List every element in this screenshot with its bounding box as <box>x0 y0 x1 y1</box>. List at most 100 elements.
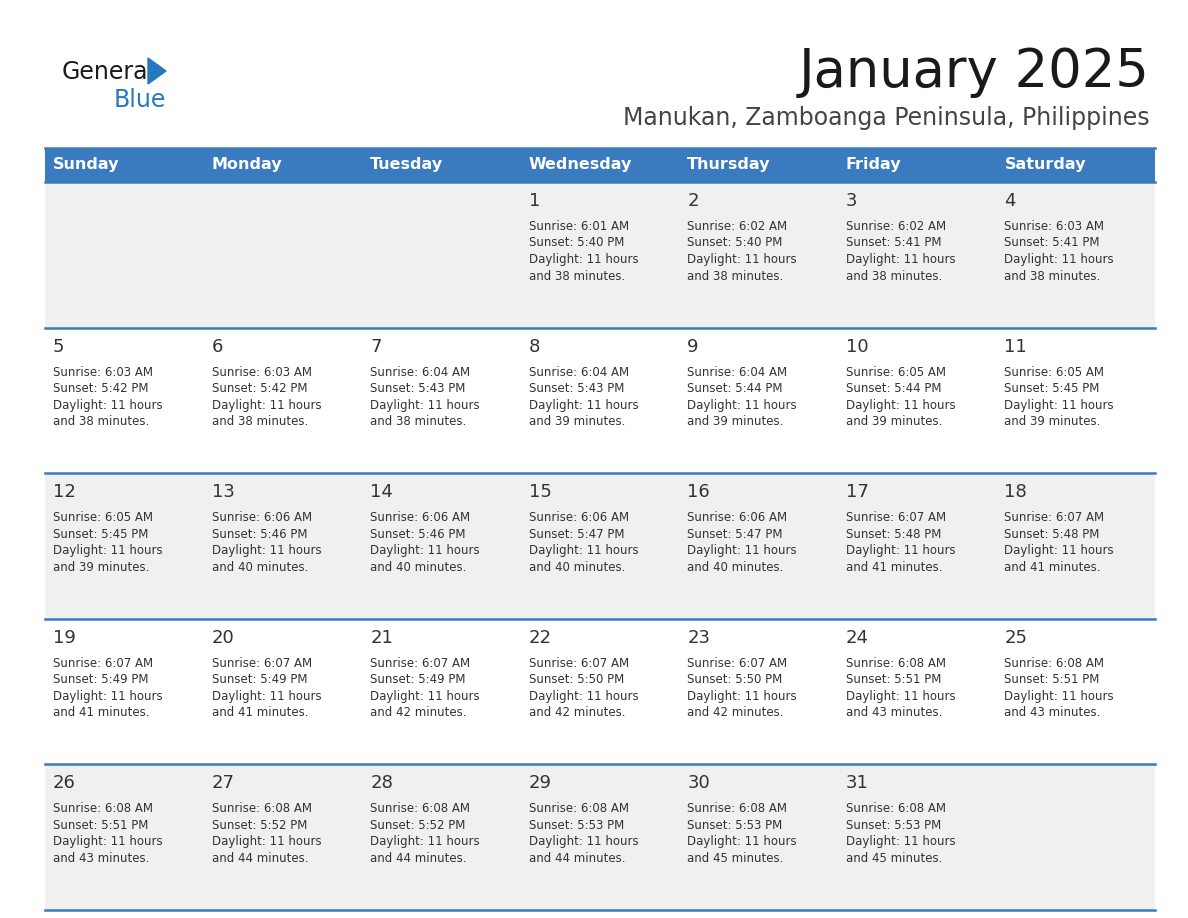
Text: Sunrise: 6:08 AM: Sunrise: 6:08 AM <box>846 802 946 815</box>
Text: Sunrise: 6:06 AM: Sunrise: 6:06 AM <box>211 511 311 524</box>
Text: and 41 minutes.: and 41 minutes. <box>1004 561 1101 574</box>
Text: and 39 minutes.: and 39 minutes. <box>1004 415 1101 428</box>
Text: 15: 15 <box>529 483 551 501</box>
Text: Sunset: 5:44 PM: Sunset: 5:44 PM <box>846 382 941 395</box>
Text: Sunset: 5:46 PM: Sunset: 5:46 PM <box>211 528 307 541</box>
Text: Friday: Friday <box>846 158 902 173</box>
Text: Sunrise: 6:08 AM: Sunrise: 6:08 AM <box>846 656 946 670</box>
Text: Daylight: 11 hours: Daylight: 11 hours <box>371 398 480 411</box>
Text: 23: 23 <box>688 629 710 647</box>
Text: Sunrise: 6:02 AM: Sunrise: 6:02 AM <box>688 220 788 233</box>
Text: Daylight: 11 hours: Daylight: 11 hours <box>688 689 797 703</box>
Text: Sunset: 5:40 PM: Sunset: 5:40 PM <box>529 237 624 250</box>
Bar <box>520 328 680 473</box>
Text: and 42 minutes.: and 42 minutes. <box>688 706 784 720</box>
Text: Sunrise: 6:05 AM: Sunrise: 6:05 AM <box>1004 365 1105 378</box>
Text: Daylight: 11 hours: Daylight: 11 hours <box>529 689 638 703</box>
Bar <box>680 182 838 328</box>
Text: and 40 minutes.: and 40 minutes. <box>529 561 625 574</box>
Bar <box>838 765 997 910</box>
Text: Sunrise: 6:03 AM: Sunrise: 6:03 AM <box>211 365 311 378</box>
Text: Sunrise: 6:03 AM: Sunrise: 6:03 AM <box>1004 220 1105 233</box>
Text: Daylight: 11 hours: Daylight: 11 hours <box>846 253 955 266</box>
Text: 28: 28 <box>371 775 393 792</box>
Text: Daylight: 11 hours: Daylight: 11 hours <box>688 253 797 266</box>
Text: and 41 minutes.: and 41 minutes. <box>211 706 308 720</box>
Text: Daylight: 11 hours: Daylight: 11 hours <box>688 398 797 411</box>
Bar <box>838 148 997 182</box>
Bar <box>362 619 520 765</box>
Text: Tuesday: Tuesday <box>371 158 443 173</box>
Text: Sunrise: 6:02 AM: Sunrise: 6:02 AM <box>846 220 946 233</box>
Text: and 39 minutes.: and 39 minutes. <box>529 415 625 428</box>
Bar <box>997 619 1155 765</box>
Text: Sunset: 5:42 PM: Sunset: 5:42 PM <box>53 382 148 395</box>
Text: Daylight: 11 hours: Daylight: 11 hours <box>53 835 163 848</box>
Text: Sunrise: 6:07 AM: Sunrise: 6:07 AM <box>371 656 470 670</box>
Text: and 42 minutes.: and 42 minutes. <box>371 706 467 720</box>
Text: 10: 10 <box>846 338 868 355</box>
Text: 4: 4 <box>1004 192 1016 210</box>
Text: Daylight: 11 hours: Daylight: 11 hours <box>1004 689 1114 703</box>
Bar <box>203 765 362 910</box>
Text: and 38 minutes.: and 38 minutes. <box>688 270 784 283</box>
Text: Sunset: 5:43 PM: Sunset: 5:43 PM <box>371 382 466 395</box>
Text: Sunset: 5:48 PM: Sunset: 5:48 PM <box>846 528 941 541</box>
Text: 14: 14 <box>371 483 393 501</box>
Text: Daylight: 11 hours: Daylight: 11 hours <box>371 689 480 703</box>
Text: Daylight: 11 hours: Daylight: 11 hours <box>688 835 797 848</box>
Text: 24: 24 <box>846 629 868 647</box>
Bar <box>520 182 680 328</box>
Text: and 43 minutes.: and 43 minutes. <box>846 706 942 720</box>
Bar <box>362 148 520 182</box>
Text: and 42 minutes.: and 42 minutes. <box>529 706 625 720</box>
Text: and 39 minutes.: and 39 minutes. <box>688 415 784 428</box>
Bar <box>362 328 520 473</box>
Text: 22: 22 <box>529 629 551 647</box>
Text: Sunset: 5:53 PM: Sunset: 5:53 PM <box>529 819 624 832</box>
Bar <box>45 473 203 619</box>
Bar <box>680 619 838 765</box>
Bar <box>203 619 362 765</box>
Text: Sunset: 5:41 PM: Sunset: 5:41 PM <box>1004 237 1100 250</box>
Bar <box>680 765 838 910</box>
Text: Sunrise: 6:07 AM: Sunrise: 6:07 AM <box>846 511 946 524</box>
Text: 9: 9 <box>688 338 699 355</box>
Text: Sunset: 5:44 PM: Sunset: 5:44 PM <box>688 382 783 395</box>
Text: and 38 minutes.: and 38 minutes. <box>1004 270 1100 283</box>
Text: Daylight: 11 hours: Daylight: 11 hours <box>53 544 163 557</box>
Text: 21: 21 <box>371 629 393 647</box>
Bar <box>838 182 997 328</box>
Text: Sunday: Sunday <box>53 158 120 173</box>
Text: and 38 minutes.: and 38 minutes. <box>371 415 467 428</box>
Bar <box>838 328 997 473</box>
Bar <box>362 765 520 910</box>
Text: Daylight: 11 hours: Daylight: 11 hours <box>371 544 480 557</box>
Text: General: General <box>62 60 156 84</box>
Text: Sunset: 5:53 PM: Sunset: 5:53 PM <box>846 819 941 832</box>
Bar <box>520 619 680 765</box>
Text: 19: 19 <box>53 629 76 647</box>
Text: Sunrise: 6:07 AM: Sunrise: 6:07 AM <box>53 656 153 670</box>
Text: Sunrise: 6:08 AM: Sunrise: 6:08 AM <box>53 802 153 815</box>
Text: 18: 18 <box>1004 483 1028 501</box>
Bar <box>45 328 203 473</box>
Text: Sunrise: 6:07 AM: Sunrise: 6:07 AM <box>688 656 788 670</box>
Text: and 38 minutes.: and 38 minutes. <box>529 270 625 283</box>
Bar <box>203 182 362 328</box>
Text: and 40 minutes.: and 40 minutes. <box>211 561 308 574</box>
Text: Sunrise: 6:04 AM: Sunrise: 6:04 AM <box>529 365 628 378</box>
Text: Sunrise: 6:04 AM: Sunrise: 6:04 AM <box>688 365 788 378</box>
Text: Sunset: 5:42 PM: Sunset: 5:42 PM <box>211 382 307 395</box>
Text: 30: 30 <box>688 775 710 792</box>
Text: and 40 minutes.: and 40 minutes. <box>688 561 784 574</box>
Bar <box>997 765 1155 910</box>
Polygon shape <box>148 58 166 84</box>
Text: Daylight: 11 hours: Daylight: 11 hours <box>371 835 480 848</box>
Text: Sunrise: 6:05 AM: Sunrise: 6:05 AM <box>846 365 946 378</box>
Bar <box>520 148 680 182</box>
Bar <box>520 473 680 619</box>
Text: Sunrise: 6:07 AM: Sunrise: 6:07 AM <box>1004 511 1105 524</box>
Text: 29: 29 <box>529 775 551 792</box>
Text: Sunrise: 6:08 AM: Sunrise: 6:08 AM <box>529 802 628 815</box>
